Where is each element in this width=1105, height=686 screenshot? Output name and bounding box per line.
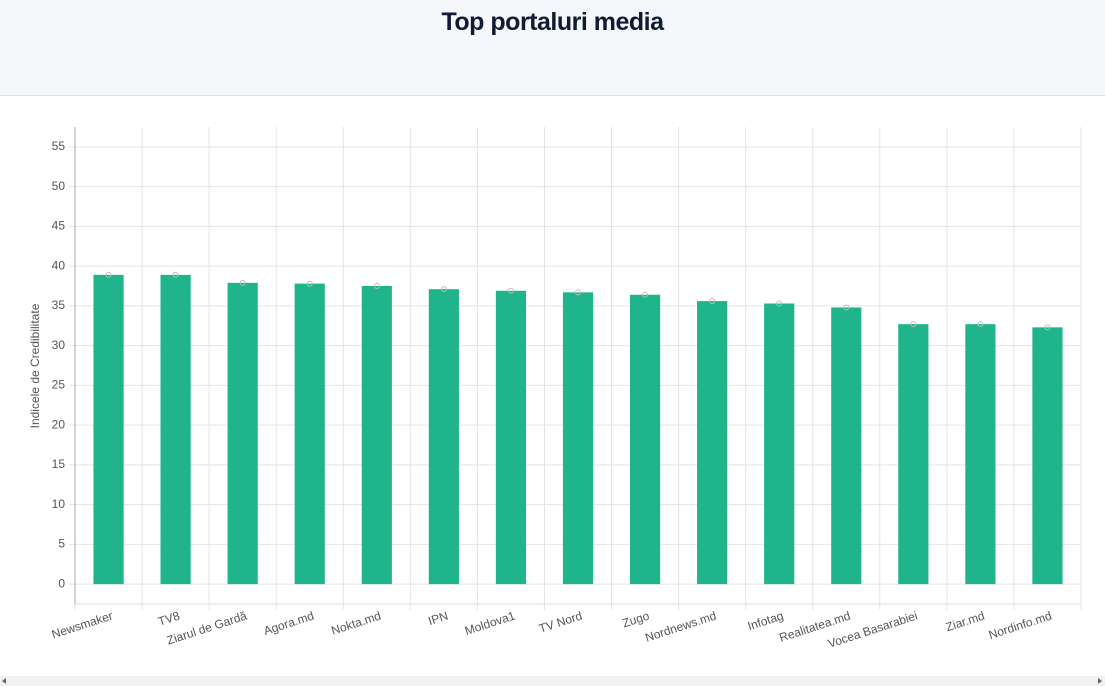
x-tick-label: Ziar.md — [944, 609, 986, 635]
bar — [898, 324, 929, 585]
scroll-right[interactable] — [1098, 678, 1102, 684]
point — [105, 271, 112, 278]
x-tick-label: Nordinfo.md — [987, 609, 1054, 643]
point — [172, 271, 179, 278]
point — [1044, 324, 1051, 331]
y-tick-label: 45 — [52, 219, 66, 233]
bar — [227, 282, 258, 585]
bar — [831, 307, 862, 585]
point — [306, 280, 313, 287]
y-tick-label: 10 — [52, 497, 66, 511]
x-tick-label: Zugo — [621, 608, 652, 630]
bar — [361, 286, 392, 585]
bar — [1032, 327, 1063, 585]
bar — [93, 274, 124, 585]
y-tick-label: 20 — [52, 417, 66, 431]
bar — [294, 283, 325, 585]
point — [843, 304, 850, 311]
x-tick-label: Newsmaker — [50, 609, 115, 642]
chart-title: Top portaluri media — [441, 8, 665, 36]
scrollbar[interactable] — [0, 676, 1105, 686]
bar — [495, 290, 527, 585]
bar — [562, 292, 594, 585]
y-tick-label: 50 — [52, 179, 66, 193]
bar — [629, 294, 661, 585]
x-tick-label: IPN — [426, 609, 449, 629]
point — [910, 321, 917, 328]
point — [977, 321, 984, 328]
y-tick-label: 25 — [52, 378, 66, 392]
x-tick-label: TV Nord — [537, 609, 584, 636]
y-axis-label: Indicele de Credibilitate — [28, 303, 42, 428]
y-tick-label: 35 — [52, 298, 66, 312]
bar — [764, 303, 795, 585]
y-tick-label: 5 — [58, 537, 65, 551]
point — [776, 300, 783, 307]
y-tick-label: 0 — [58, 576, 65, 590]
x-tick-label: Moldova1 — [463, 608, 517, 637]
x-tick-label: Infotag — [746, 609, 785, 634]
header: Top portaluri media — [0, 0, 1105, 96]
x-tick-label: Nokta.md — [330, 609, 383, 638]
point — [642, 291, 649, 298]
y-tick-label: 30 — [52, 338, 66, 352]
point — [575, 289, 581, 296]
x-tick-label: Nordnews.md — [643, 609, 718, 645]
x-tick-label: Agora.md — [262, 609, 316, 638]
point — [239, 279, 246, 286]
bar — [160, 274, 191, 585]
point — [440, 286, 447, 293]
bar — [697, 301, 728, 585]
x-tick-label: TV8 — [156, 608, 182, 628]
scroll-left[interactable] — [2, 678, 6, 684]
bar — [965, 324, 996, 585]
y-tick-label: 40 — [52, 258, 66, 272]
point — [709, 298, 716, 305]
y-tick-label: 55 — [52, 139, 66, 153]
y-tick-label: 15 — [52, 457, 66, 471]
point — [373, 283, 380, 289]
point — [507, 287, 514, 294]
bar — [428, 289, 459, 585]
